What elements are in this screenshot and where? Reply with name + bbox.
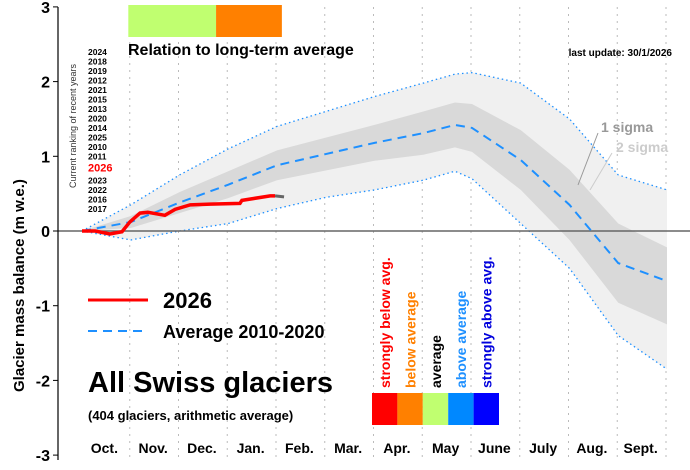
x-tick-label: May [432,440,459,456]
last-update: last update: 30/1/2026 [569,48,673,59]
x-tick-label: Oct. [91,440,118,456]
color-key-label: strongly above avg. [479,257,495,388]
y-axis-label: Glacier mass balance (m w.e.) [11,179,28,392]
x-tick-label: Sept. [624,440,658,456]
2026-projection-stub [275,196,284,197]
ranking-year: 2016 [88,195,107,205]
legend: 2026 Average 2010-2020 All Swiss glacier… [88,288,333,423]
color-key-label: below average [402,291,418,388]
relation-bar-title: Relation to long-term average [128,42,354,59]
ranking-year: 2023 [88,176,107,186]
x-tick-label: June [478,440,511,456]
x-tick-label: Mar. [334,440,362,456]
legend-2026-label: 2026 [163,288,212,313]
relation-segment [216,5,282,37]
ranking-year: 2012 [88,76,107,86]
sigma1-label: 1 sigma [601,119,653,135]
ranking-year: 2025 [88,133,107,143]
y-tick-label: 1 [41,149,50,166]
x-tick-label: Nov. [138,440,167,456]
relation-bar [128,5,282,37]
ranking-year: 2022 [88,185,107,195]
legend-average-label: Average 2010-2020 [163,322,324,342]
y-tick-label: 0 [41,224,50,241]
color-key: strongly below avg. below average average a… [372,257,499,425]
x-tick-label: July [529,440,557,456]
ranking-list: 2024201820192012202120152013202020142025… [88,47,112,214]
x-tick-label: Aug. [576,440,607,456]
ranking-year: 2015 [88,95,107,105]
y-tick-label: 3 [41,0,50,17]
color-key-label: average [428,335,444,388]
ranking-year: 2017 [88,204,107,214]
sigma2-label: 2 sigma [616,139,668,155]
ranking-year: 2010 [88,142,107,152]
ranking-year: 2013 [88,104,107,114]
y-tick-label: -3 [36,448,50,465]
ranking-year: 2021 [88,85,107,95]
x-tick-label: Feb. [285,440,314,456]
subtitle-box: (404 glaciers, arithmetic average) [88,408,293,423]
y-tick-label: -2 [36,373,50,390]
ranking-label: Current ranking of recent years [68,63,78,188]
ranking-year: 2014 [88,123,107,133]
ranking-year: 2026 [88,163,112,175]
color-key-swatch [397,393,422,425]
color-key-swatch [474,393,499,425]
color-key-label: above average [453,291,469,388]
color-key-label: strongly below avg. [377,257,393,388]
x-tick-label: Jan. [237,440,265,456]
x-tick-label: Apr. [383,440,410,456]
ranking-year: 2018 [88,57,107,67]
title-box: All Swiss glaciers [88,367,333,399]
ranking-year: 2024 [88,47,107,57]
color-key-swatch [423,393,448,425]
color-key-swatch [372,393,397,425]
ranking-year: 2019 [88,66,107,76]
relation-segment [128,5,216,37]
ranking-year: 2011 [88,152,107,162]
color-key-swatch [448,393,473,425]
x-tick-label: Dec. [187,440,217,456]
y-tick-label: -1 [36,299,50,316]
ranking-year: 2020 [88,114,107,124]
y-tick-label: 2 [41,75,50,92]
